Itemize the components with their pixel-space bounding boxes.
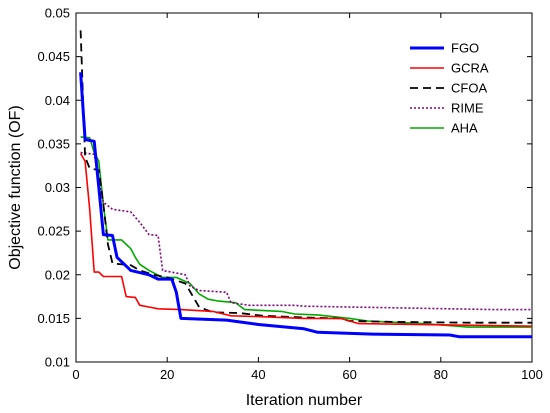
y-tick-label: 0.025	[37, 224, 70, 239]
x-axis-label: Iteration number	[246, 392, 363, 409]
y-tick-label: 0.015	[37, 311, 70, 326]
axis-ticks: 0 20 40 60 80 100 0.01 0.015 0.02 0.025 0.03 0.035 0…	[37, 6, 542, 383]
x-tick-label: 80	[434, 367, 448, 382]
legend: FGO GCRA CFOA RIME AHA	[410, 41, 489, 136]
y-tick-label: 0.02	[45, 267, 70, 282]
y-tick-label: 0.04	[45, 93, 70, 108]
y-axis-label: Objective function (OF)	[7, 105, 24, 270]
series-line-fgo	[79, 72, 532, 339]
legend-label-cfoa: CFOA	[451, 81, 487, 96]
x-tick-label: 20	[160, 367, 174, 382]
x-tick-label: 60	[342, 367, 356, 382]
legend-label-fgo: FGO	[451, 41, 479, 56]
plot-area-frame	[75, 12, 533, 363]
series-line-gcra	[79, 153, 533, 327]
series-line-rime	[80, 151, 532, 311]
series-lines	[79, 30, 533, 339]
y-tick-label: 0.035	[37, 136, 70, 151]
x-tick-label: 0	[72, 367, 79, 382]
legend-label-aha: AHA	[451, 121, 478, 136]
legend-label-gcra: GCRA	[451, 61, 489, 76]
x-tick-label: 100	[521, 367, 543, 382]
y-tick-label: 0.01	[45, 355, 70, 370]
y-tick-label: 0.03	[45, 180, 70, 195]
x-tick-label: 40	[251, 367, 265, 382]
y-tick-label: 0.05	[45, 6, 70, 21]
y-tick-label: 0.045	[37, 49, 70, 64]
legend-label-rime: RIME	[451, 101, 484, 116]
